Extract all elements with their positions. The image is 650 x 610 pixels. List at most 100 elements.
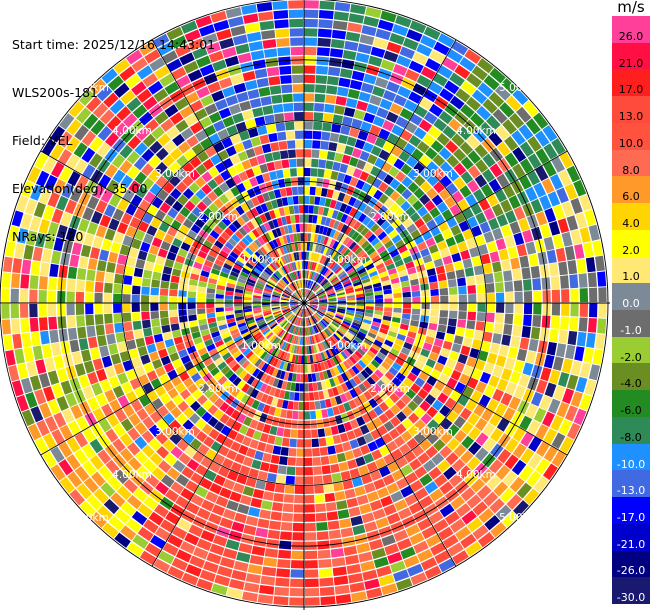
velocity-gate: [245, 210, 255, 220]
velocity-gate: [445, 140, 459, 154]
velocity-gate: [342, 536, 356, 547]
velocity-gate: [281, 297, 290, 300]
velocity-gate: [444, 333, 455, 343]
velocity-gate: [204, 469, 217, 482]
velocity-gate: [287, 149, 296, 159]
velocity-gate: [355, 308, 365, 313]
velocity-gate: [518, 217, 530, 232]
velocity-gate: [246, 319, 255, 325]
velocity-gate: [319, 371, 325, 381]
velocity-gate: [474, 234, 486, 246]
velocity-gate: [482, 437, 497, 452]
velocity-gate: [219, 37, 235, 50]
velocity-gate: [262, 303, 271, 306]
velocity-gate: [376, 245, 386, 254]
velocity-gate: [197, 286, 207, 293]
velocity-gate: [236, 380, 246, 390]
velocity-gate: [345, 238, 354, 248]
velocity-gate: [275, 577, 290, 587]
velocity-gate: [245, 262, 254, 270]
velocity-gate: [555, 247, 567, 262]
velocity-gate: [285, 381, 292, 391]
velocity-gate: [290, 299, 299, 302]
velocity-gate: [408, 60, 424, 74]
colorbar-swatch: [612, 577, 650, 604]
velocity-gate: [305, 327, 308, 336]
velocity-gate: [251, 228, 260, 238]
velocity-gate: [488, 217, 500, 231]
velocity-gate: [509, 476, 525, 493]
velocity-gate: [361, 25, 377, 37]
velocity-gate: [453, 335, 464, 345]
velocity-gate: [196, 201, 208, 212]
velocity-gate: [324, 198, 332, 208]
velocity-gate: [219, 402, 230, 413]
velocity-gate: [203, 124, 217, 137]
velocity-gate: [306, 290, 311, 298]
velocity-gate: [208, 166, 220, 178]
velocity-gate: [313, 112, 324, 122]
velocity-gate: [200, 270, 210, 278]
velocity-gate: [269, 425, 278, 436]
velocity-gate: [187, 229, 198, 240]
velocity-gate: [290, 297, 299, 301]
velocity-gate: [113, 283, 123, 294]
velocity-gate: [365, 174, 376, 185]
velocity-gate: [195, 255, 205, 265]
velocity-gate: [183, 377, 194, 388]
velocity-gate: [60, 380, 73, 395]
velocity-gate: [166, 26, 184, 41]
velocity-gate: [219, 182, 230, 193]
velocity-gate: [357, 237, 367, 246]
velocity-gate: [338, 272, 347, 280]
velocity-gate: [412, 296, 421, 303]
velocity-gate: [257, 349, 266, 358]
velocity-gate: [477, 243, 489, 256]
velocity-gate: [279, 150, 289, 160]
velocity-gate: [290, 315, 296, 323]
velocity-gate: [379, 249, 389, 258]
velocity-gate: [273, 189, 282, 199]
velocity-gate: [336, 268, 344, 276]
velocity-gate: [56, 367, 69, 383]
velocity-gate: [190, 325, 200, 334]
velocity-gate: [292, 294, 300, 300]
velocity-gate: [304, 541, 317, 550]
velocity-gate: [466, 356, 477, 368]
velocity-gate: [459, 56, 476, 72]
velocity-gate: [471, 89, 488, 105]
velocity-gate: [57, 149, 72, 165]
velocity-gate: [117, 341, 128, 353]
velocity-gate: [296, 439, 304, 448]
velocity-gate: [313, 233, 319, 243]
velocity-gate: [294, 392, 300, 401]
velocity-gate: [412, 51, 428, 65]
velocity-gate: [501, 259, 511, 271]
colorbar-tick-label: -17.0: [616, 510, 646, 524]
velocity-gate: [397, 538, 412, 551]
velocity-gate: [346, 136, 357, 147]
velocity-gate: [281, 294, 290, 299]
velocity-gate: [495, 292, 505, 303]
velocity-gate: [214, 574, 231, 587]
velocity-gate: [53, 412, 67, 428]
velocity-gate: [374, 369, 384, 379]
velocity-gate: [407, 425, 420, 437]
velocity-gate: [504, 313, 514, 325]
velocity-gate: [233, 335, 243, 343]
velocity-gate: [467, 311, 477, 321]
velocity-gate: [387, 330, 398, 338]
velocity-gate: [396, 477, 409, 490]
velocity-gate: [126, 339, 137, 351]
velocity-gate: [61, 408, 75, 424]
velocity-gate: [186, 458, 200, 471]
velocity-gate: [431, 452, 445, 466]
velocity-gate: [189, 425, 201, 437]
velocity-gate: [264, 152, 274, 163]
velocity-gate: [131, 357, 142, 369]
velocity-gate: [283, 322, 290, 330]
velocity-gate: [370, 470, 382, 482]
velocity-gate: [332, 161, 341, 172]
velocity-gate: [257, 336, 265, 344]
velocity-gate: [592, 240, 603, 256]
